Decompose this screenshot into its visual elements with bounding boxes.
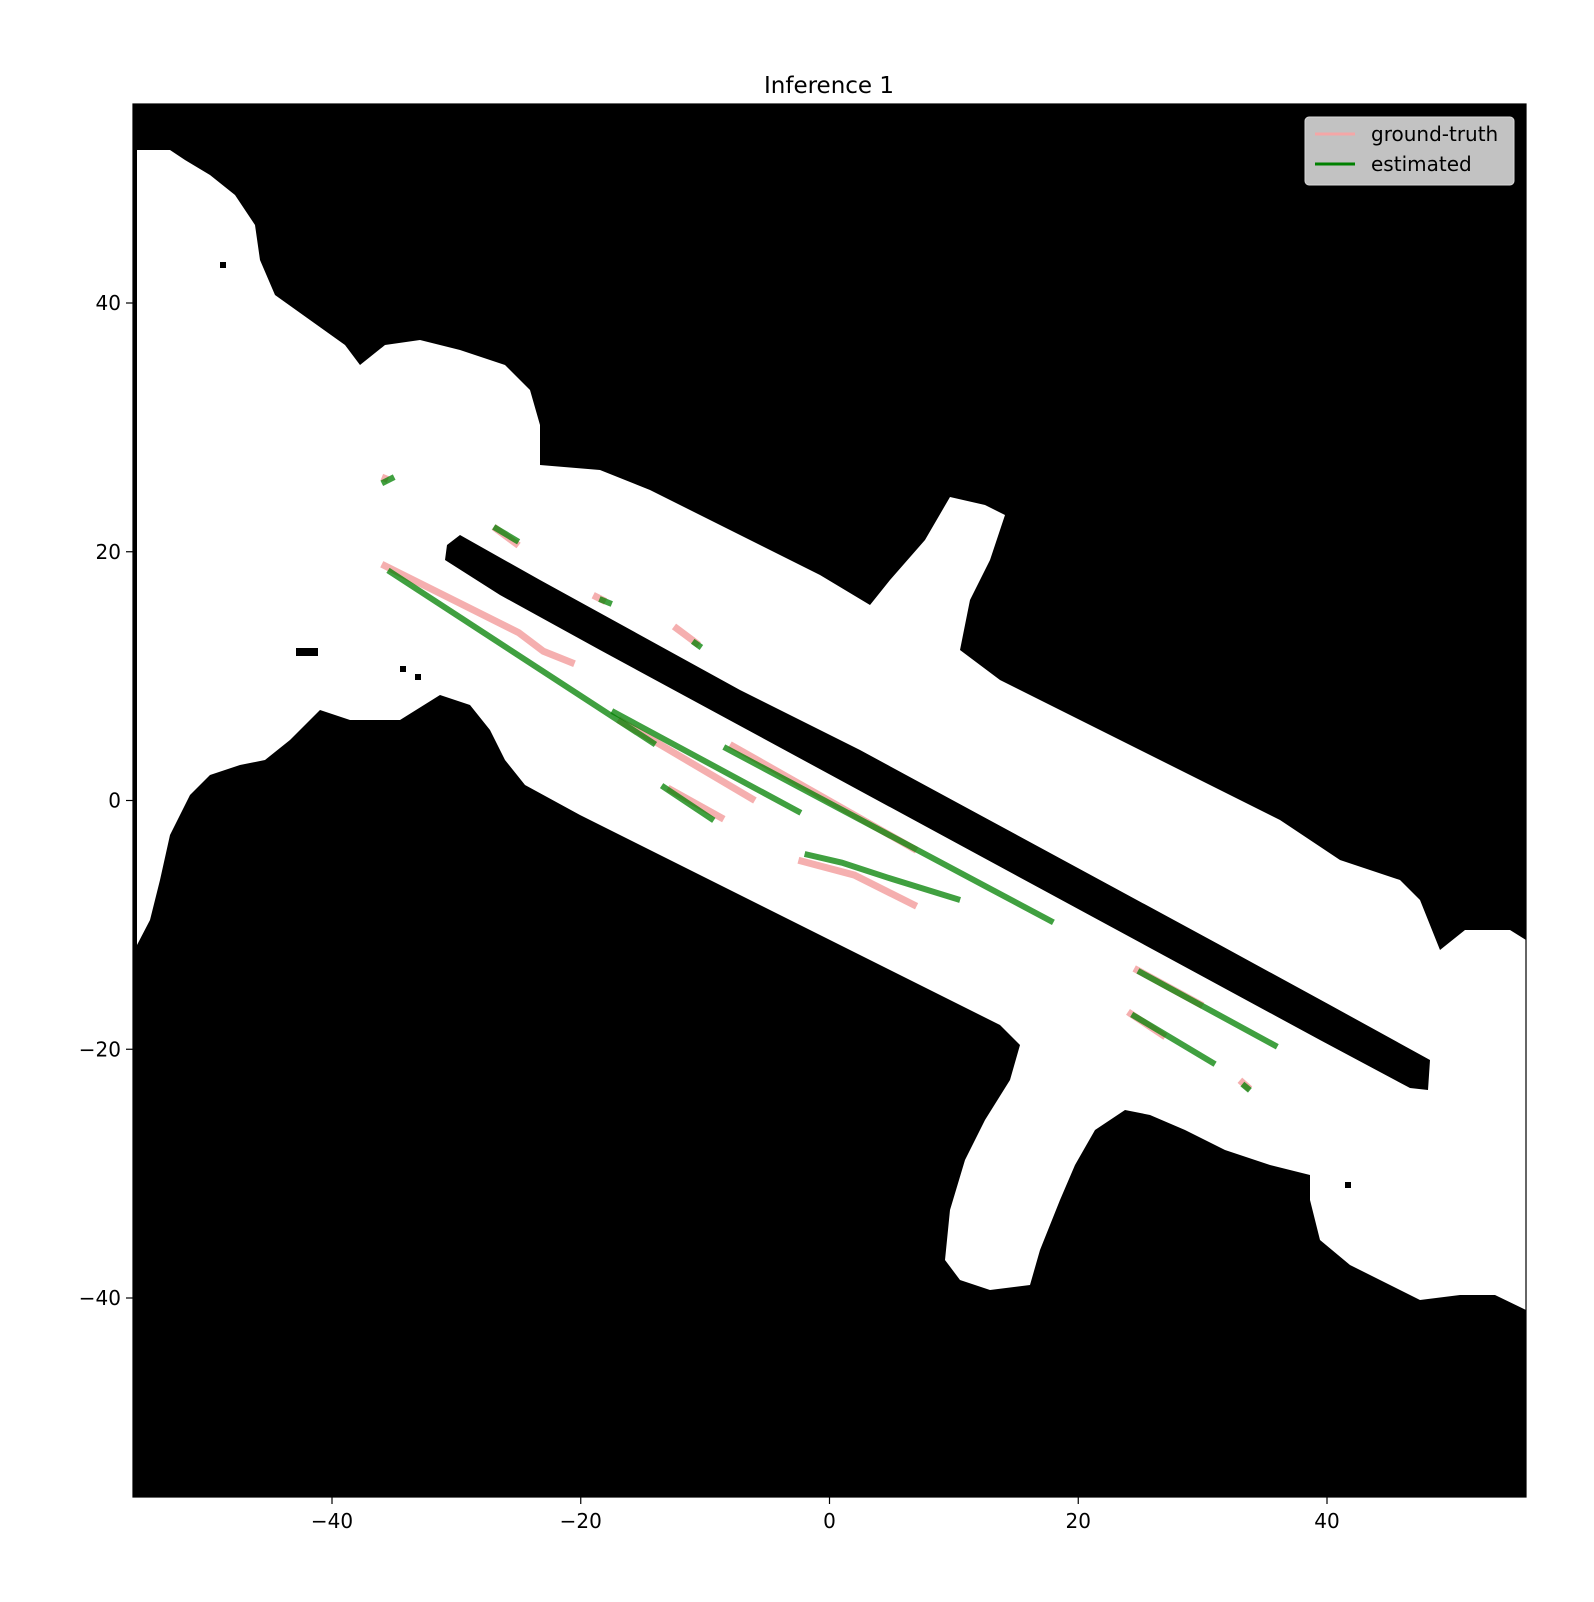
series-line-estimated — [690, 638, 704, 650]
legend-label-estimated: estimated — [1371, 152, 1472, 176]
series-line-ground-truth — [797, 856, 919, 910]
x-tick-label: 20 — [1066, 1509, 1091, 1533]
series-line-estimated — [1240, 1081, 1252, 1093]
legend: ground-truth estimated — [1304, 116, 1515, 186]
legend-label-ground-truth: ground-truth — [1371, 122, 1498, 146]
series-line-estimated — [659, 783, 716, 823]
x-axis-ticks: −40 −20 0 20 40 — [311, 1497, 1340, 1533]
occupancy-map-obstacle — [400, 666, 406, 672]
occupancy-map-wall — [445, 535, 1430, 1090]
occupancy-map-obstacle — [415, 674, 421, 680]
chart-title: Inference 1 — [764, 73, 894, 99]
series-line-estimated — [722, 744, 1055, 926]
x-tick-label: 0 — [823, 1509, 836, 1533]
y-axis-ticks: 40 20 0 −20 −40 — [79, 291, 133, 1310]
series-line-estimated — [610, 708, 803, 816]
series-line-estimated — [803, 851, 961, 903]
series-layer — [380, 473, 1279, 1093]
occupancy-map-free-space — [137, 150, 1526, 1310]
series-line-estimated — [1136, 968, 1279, 1050]
occupancy-map-obstacle — [220, 262, 226, 268]
series-line-estimated — [492, 524, 521, 545]
series-line-estimated — [386, 567, 658, 748]
series-line-estimated — [1130, 1011, 1217, 1067]
plot-area — [132, 103, 1527, 1498]
y-tick-label: −20 — [79, 1037, 121, 1061]
series-line-ground-truth — [380, 561, 576, 667]
legend-box — [1304, 116, 1515, 186]
occupancy-map-obstacle — [296, 648, 318, 656]
y-tick-label: 0 — [108, 789, 121, 813]
series-line-estimated — [598, 596, 613, 607]
y-tick-label: 40 — [96, 291, 121, 315]
y-tick-label: −40 — [79, 1286, 121, 1310]
y-tick-label: 20 — [96, 540, 121, 564]
x-tick-label: 40 — [1314, 1509, 1339, 1533]
x-tick-label: −40 — [311, 1509, 353, 1533]
occupancy-map-obstacle — [1345, 1182, 1351, 1188]
x-tick-label: −20 — [560, 1509, 602, 1533]
series-line-estimated — [380, 474, 396, 486]
